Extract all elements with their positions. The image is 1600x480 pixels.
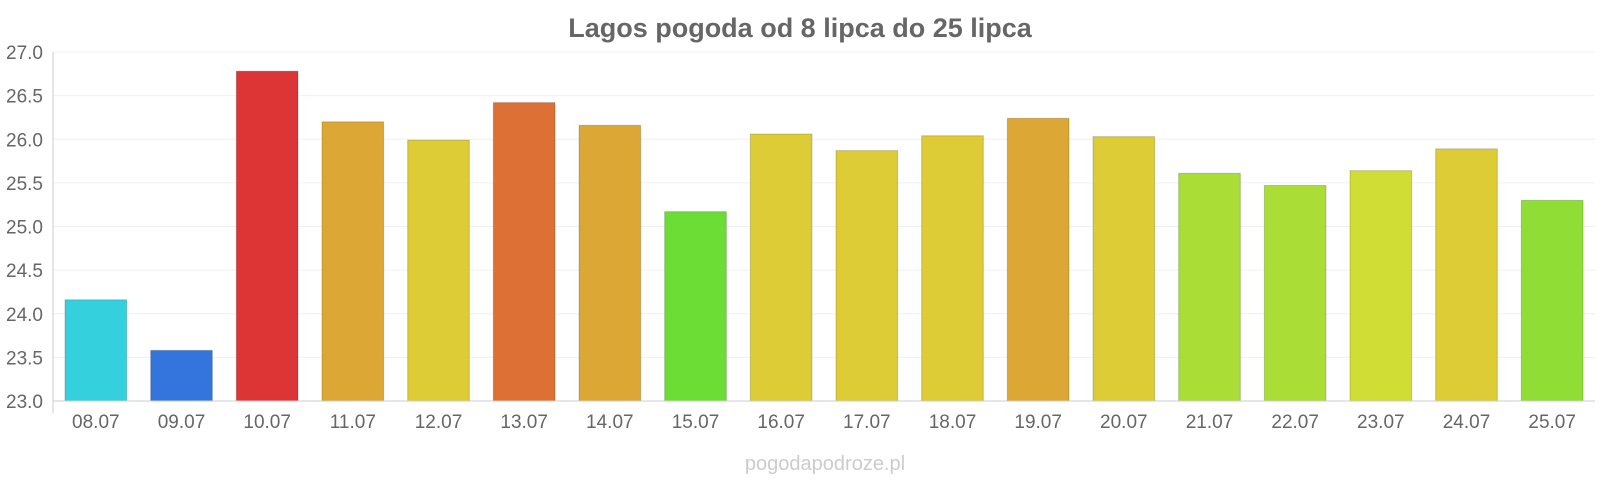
x-tick-label: 16.07 bbox=[757, 412, 805, 433]
x-tick-label: 17.07 bbox=[843, 412, 891, 433]
bar bbox=[235, 70, 299, 402]
y-tick-label: 26.5 bbox=[6, 87, 43, 108]
y-tick-label: 23.0 bbox=[6, 392, 43, 413]
chart-title: Lagos pogoda od 8 lipca do 25 lipca bbox=[568, 13, 1033, 43]
x-tick-label: 23.07 bbox=[1357, 412, 1405, 433]
bar bbox=[64, 299, 128, 402]
x-tick-label: 11.07 bbox=[330, 412, 376, 433]
bar bbox=[1006, 117, 1070, 402]
x-tick-label: 12.07 bbox=[415, 412, 463, 433]
bar bbox=[407, 139, 470, 402]
x-axis: 08.07 09.07 10.07 11.07 12.07 13.07 14.07 15.07… bbox=[53, 400, 1595, 433]
bar bbox=[321, 121, 385, 402]
bar bbox=[1520, 199, 1584, 402]
bar bbox=[578, 124, 642, 402]
x-tick-label: 20.07 bbox=[1100, 412, 1148, 433]
bar bbox=[921, 135, 984, 402]
y-tick-label: 25.0 bbox=[6, 218, 43, 239]
x-tick-label: 13.07 bbox=[500, 412, 548, 433]
bar bbox=[835, 150, 899, 402]
bar bbox=[664, 211, 727, 402]
grid-lines bbox=[53, 51, 1595, 402]
x-tick-label: 09.07 bbox=[158, 412, 206, 433]
x-tick-label: 14.07 bbox=[586, 412, 634, 433]
y-tick-label: 25.5 bbox=[6, 174, 43, 195]
bar bbox=[150, 349, 213, 402]
y-tick-label: 24.0 bbox=[6, 305, 43, 326]
y-tick-label: 23.5 bbox=[6, 348, 43, 369]
x-tick-label: 19.07 bbox=[1014, 412, 1062, 433]
y-tick-label: 26.0 bbox=[6, 130, 43, 151]
y-tick-label: 24.5 bbox=[6, 261, 43, 282]
bar bbox=[1178, 172, 1241, 402]
x-tick-label: 25.07 bbox=[1528, 412, 1576, 433]
bar bbox=[492, 102, 556, 402]
bar bbox=[1092, 136, 1156, 402]
x-tick-label: 15.07 bbox=[672, 412, 720, 433]
x-tick-label: 08.07 bbox=[72, 412, 120, 433]
x-tick-label: 21.07 bbox=[1186, 412, 1234, 433]
y-tick-label: 27.0 bbox=[6, 43, 43, 64]
x-tick-label: 10.07 bbox=[243, 412, 291, 433]
x-tick-label: 24.07 bbox=[1443, 412, 1491, 433]
bar bbox=[1263, 184, 1327, 402]
bar bbox=[749, 133, 813, 402]
bar bbox=[1435, 148, 1498, 402]
source-credit: pogodapodroze.pl bbox=[745, 453, 905, 475]
bars bbox=[64, 70, 1584, 402]
bar bbox=[1349, 170, 1413, 402]
y-axis: 23.0 23.5 24.0 24.5 25.0 25.5 26.0 26.5 27.0 bbox=[6, 43, 54, 413]
x-tick-label: 22.07 bbox=[1271, 412, 1319, 433]
x-tick-label: 18.07 bbox=[929, 412, 977, 433]
